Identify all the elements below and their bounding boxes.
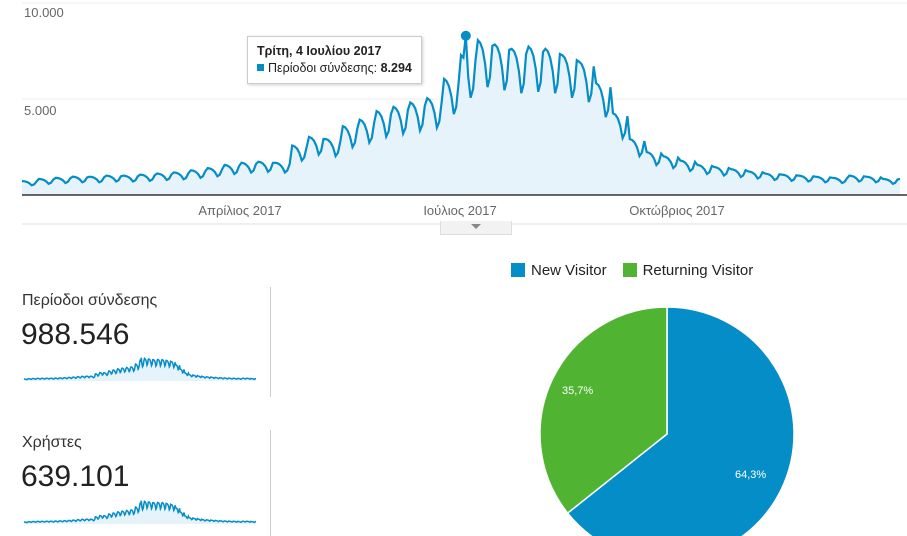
chevron-down-icon [471,224,481,229]
x-tick-label: Ιούλιος 2017 [423,203,497,218]
pie-legend: New Visitor Returning Visitor [511,262,753,279]
area-fill [22,35,900,195]
pie-slice [566,306,795,536]
pie-label-new: 64,3% [735,469,767,481]
tooltip-label: Περίοδοι σύνδεσης: [268,61,378,75]
legend-swatch [511,263,525,277]
metric-sessions-label: Περίοδοι σύνδεσης [22,292,158,309]
legend-item-returning-visitor[interactable]: Returning Visitor [622,262,754,279]
divider [270,287,271,397]
sparkline [24,500,257,524]
x-tick-label: Απρίλιος 2017 [198,203,282,218]
metric-sessions-value: 988.546 [21,318,130,351]
legend-label: Returning Visitor [642,262,754,279]
expand-chart-button[interactable] [440,221,512,235]
series-line [21,35,901,187]
y-tick-label: 5.000 [24,103,57,118]
legend-swatch [622,263,637,277]
highlight-point [460,30,471,41]
sparkline-fill [24,357,256,381]
sparkline-fill [24,500,256,524]
y-tick-label: 10.000 [24,5,64,20]
legend-item-new-visitor[interactable]: New Visitor [511,262,607,279]
series-marker-icon [257,64,264,71]
divider [270,430,271,536]
metric-users-value: 639.101 [21,460,130,493]
tooltip-date: Τρίτη, 4 Ιουλίου 2017 [257,44,382,58]
metric-users-label: Χρήστες [22,434,82,451]
tooltip-value: 8.294 [380,61,412,75]
x-tick-label: Οκτώβριος 2017 [629,203,725,218]
sparkline [24,357,257,381]
legend-label: New Visitor [531,262,607,279]
tooltip: Τρίτη, 4 Ιουλίου 2017 Περίοδοι σύνδεσης:… [247,36,422,84]
pie-label-returning: 35,7% [562,385,594,397]
pie-slice [539,306,668,515]
